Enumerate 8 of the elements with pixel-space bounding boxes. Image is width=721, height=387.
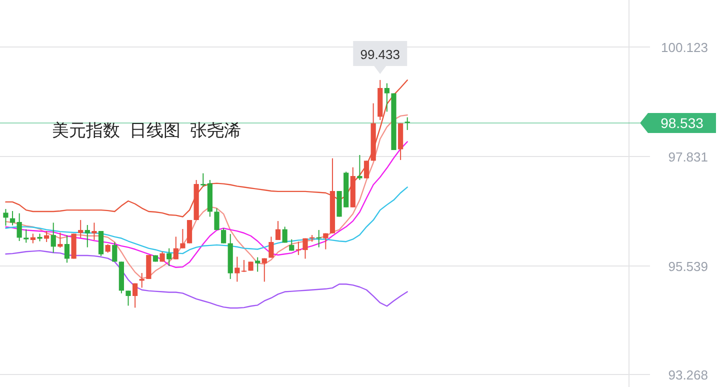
- annotation: 99.433: [360, 46, 400, 62]
- ref-line-label: 98.533: [660, 114, 704, 131]
- y-tick-label: 100.123: [661, 40, 708, 56]
- y-tick-label: 95.539: [668, 259, 708, 274]
- y-tick-label: 93.268: [668, 368, 708, 383]
- y-tick-label: 97.831: [668, 150, 708, 165]
- annotation: 99.433: [353, 40, 408, 74]
- text: 美元指数 日线图 张尧浠: [52, 121, 241, 140]
